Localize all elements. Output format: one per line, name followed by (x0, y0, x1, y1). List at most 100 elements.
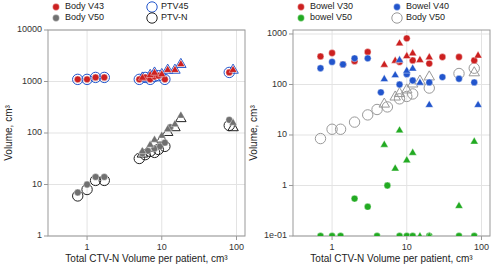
series (138, 60, 237, 80)
point (396, 81, 403, 88)
series (380, 126, 478, 236)
legend-marker (298, 15, 305, 22)
point (164, 65, 172, 72)
series (379, 67, 479, 107)
point (340, 61, 347, 68)
legend: Bowel V30Bowel V40bowel V50Body V50 (298, 1, 449, 23)
legend-marker (392, 13, 402, 23)
point (138, 147, 146, 154)
point (229, 65, 237, 72)
point (439, 54, 446, 61)
x-axis-label: Total CTV-N Volume per patient, cm³ (65, 253, 228, 264)
series (315, 63, 479, 144)
tick-label: 100 (229, 242, 244, 252)
point (337, 233, 344, 236)
point (409, 49, 417, 56)
point (380, 140, 388, 147)
point (161, 76, 168, 83)
legend: Body V43PTV45Body V50PTV-N (53, 1, 189, 23)
point (84, 181, 91, 188)
grid-line (293, 134, 490, 135)
tick-label: 100 (272, 79, 287, 89)
point (364, 49, 371, 56)
tick-label: 10000 (17, 24, 42, 34)
point (315, 133, 325, 143)
series (317, 35, 478, 68)
point (101, 174, 108, 181)
legend-label: PTV45 (161, 1, 189, 11)
series (137, 58, 238, 81)
marks (73, 58, 239, 201)
point (470, 137, 478, 144)
y-axis-label: Volume, cm³ (248, 105, 259, 161)
point (92, 174, 99, 181)
point (396, 55, 404, 62)
point (409, 233, 416, 236)
tick-mark (44, 81, 48, 82)
series (138, 111, 237, 153)
legend-label: Bowel V40 (406, 1, 449, 11)
grid-line (293, 84, 490, 85)
series (380, 55, 482, 107)
legend-label: Bowel V30 (310, 1, 353, 11)
point (402, 84, 412, 93)
legend-label: Body V43 (65, 1, 104, 11)
point (471, 79, 478, 86)
point (456, 75, 463, 82)
point (351, 195, 358, 202)
tick-label: 1000 (22, 76, 42, 86)
series (73, 67, 235, 84)
tick-mark (481, 236, 482, 240)
tick-mark (289, 33, 293, 34)
point (349, 117, 359, 127)
tick-mark (161, 236, 162, 240)
point (425, 100, 433, 107)
point (99, 72, 109, 82)
series (74, 116, 232, 195)
point (379, 98, 389, 107)
tick-mark (44, 184, 48, 185)
point (329, 233, 336, 236)
series (317, 182, 478, 236)
tick-label: 10 (277, 129, 287, 139)
legend-label: bowel V50 (310, 12, 352, 22)
point (335, 124, 345, 134)
point (372, 104, 382, 114)
tick-mark (44, 30, 48, 31)
legend-marker (394, 4, 401, 11)
tick-mark (289, 84, 293, 85)
point (161, 139, 168, 146)
point (171, 120, 179, 127)
point (101, 74, 108, 81)
point (177, 111, 185, 118)
point (425, 53, 433, 60)
point (229, 118, 237, 125)
marks (315, 35, 482, 236)
point (351, 55, 358, 62)
point (138, 73, 146, 80)
legend-marker (147, 13, 157, 23)
tick-label: 1 (85, 242, 90, 252)
tick-label: 1 (282, 180, 287, 190)
tick-label: 1 (37, 230, 42, 240)
point (92, 74, 99, 81)
point (416, 55, 424, 62)
point (416, 78, 424, 85)
series (380, 39, 482, 67)
tick-mark (44, 133, 48, 134)
tick-label: 1e-01 (264, 230, 287, 240)
point (158, 131, 166, 138)
point (426, 233, 433, 236)
point (374, 233, 381, 236)
point (228, 64, 238, 73)
plot-frame (48, 30, 245, 236)
point (474, 51, 482, 58)
point (317, 65, 324, 72)
point (317, 53, 324, 60)
tick-label: 10 (32, 179, 42, 189)
point (456, 233, 463, 236)
grid-line (481, 30, 482, 236)
tick-mark (289, 236, 293, 237)
panel: 110100110100100010000Total CTV-N Volume … (3, 1, 245, 264)
point (455, 201, 463, 208)
